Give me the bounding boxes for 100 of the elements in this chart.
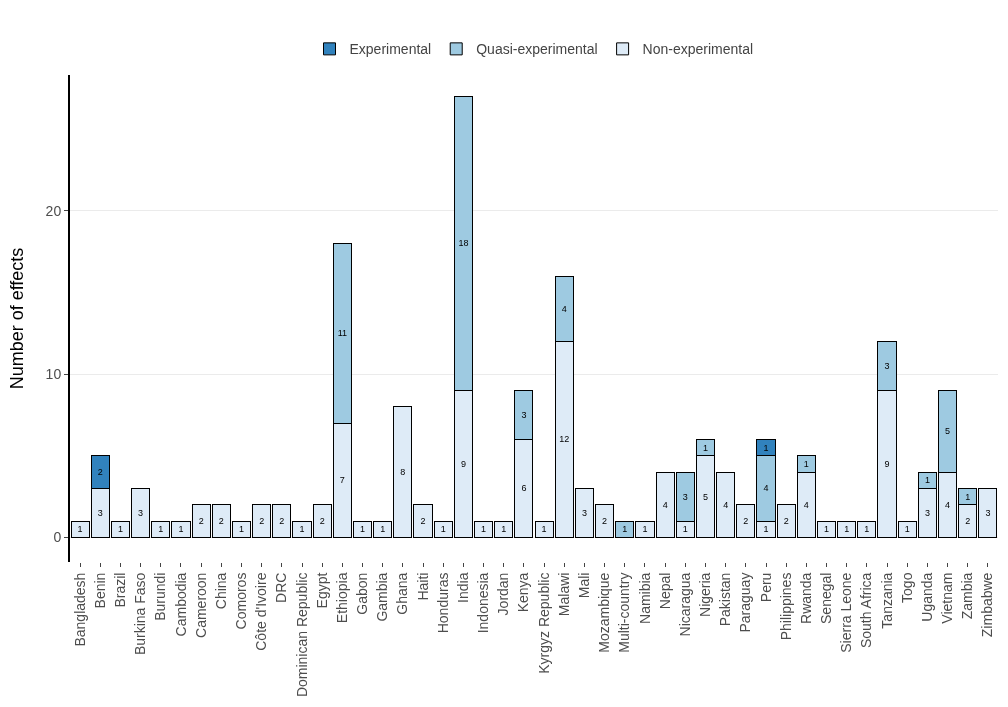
data-label: 1 — [360, 524, 366, 535]
data-label: 3 — [682, 491, 688, 502]
x-tick-label: Indonesia — [475, 572, 492, 634]
data-label: 8 — [400, 467, 406, 478]
x-tick-label: Mozambique — [596, 572, 613, 653]
data-label: 1 — [178, 524, 184, 535]
x-tick-label: Zimbabwe — [979, 572, 996, 638]
data-label: 1 — [642, 524, 648, 535]
data-label: 2 — [279, 516, 285, 527]
data-label: 1 — [622, 524, 628, 535]
x-tick-label: Honduras — [434, 572, 451, 634]
x-tick-label: Malawi — [555, 572, 572, 617]
data-label: 2 — [743, 516, 749, 527]
data-label: 4 — [662, 499, 668, 510]
data-label: 1 — [158, 524, 164, 535]
x-tick-label: Jordan — [495, 572, 512, 616]
x-tick-label: Kyrgyz Republic — [535, 572, 552, 674]
legend-label: Non-experimental — [642, 41, 754, 58]
x-tick-label: Sierra Leone — [838, 572, 855, 653]
y-tick-label: 0 — [53, 529, 62, 546]
data-label: 3 — [138, 507, 144, 518]
x-tick-label: South Africa — [858, 572, 875, 649]
data-label: 1 — [380, 524, 386, 535]
x-tick-label: Vietnam — [939, 572, 956, 624]
x-tick-label: Gambia — [374, 572, 391, 622]
data-label: 1 — [924, 475, 930, 486]
x-tick-label: Multi-country — [616, 572, 633, 653]
x-tick-label: Nepal — [656, 572, 673, 610]
data-label: 2 — [420, 516, 426, 527]
data-label: 1 — [702, 442, 708, 453]
data-label: 3 — [985, 507, 991, 518]
x-tick-label: India — [454, 572, 471, 603]
x-tick-label: Burkina Faso — [132, 572, 149, 656]
x-tick-label: Ghana — [394, 572, 411, 615]
data-label: 1 — [864, 524, 870, 535]
data-label: 1 — [117, 524, 123, 535]
x-tick-label: Rwanda — [797, 572, 814, 624]
x-tick-label: China — [212, 572, 229, 610]
x-tick-label: Zambia — [959, 572, 976, 620]
x-tick-label: Gabon — [354, 572, 371, 615]
x-tick-label: Kenya — [515, 572, 532, 613]
x-tick-label: Peru — [757, 572, 774, 603]
data-label: 2 — [198, 516, 204, 527]
data-label: 7 — [339, 475, 345, 486]
data-label: 3 — [884, 360, 890, 371]
data-label: 2 — [319, 516, 325, 527]
x-tick-label: Cambodia — [172, 572, 189, 637]
data-label: 1 — [844, 524, 850, 535]
data-label: 4 — [763, 483, 769, 494]
data-label: 3 — [97, 507, 103, 518]
data-label: 11 — [337, 328, 348, 339]
data-label: 4 — [561, 303, 567, 314]
data-label: 9 — [460, 458, 466, 469]
data-label: 1 — [481, 524, 487, 535]
x-tick-label: Brazil — [111, 572, 128, 608]
x-tick-label: Senegal — [818, 572, 835, 624]
data-label: 1 — [501, 524, 507, 535]
x-tick-label: Dominican Republic — [293, 572, 310, 698]
x-tick-label: Philippines — [777, 572, 794, 641]
data-label: 9 — [884, 458, 890, 469]
data-label: 4 — [723, 499, 729, 510]
x-tick-label: Côte d'Ivoire — [253, 572, 270, 651]
data-label: 1 — [77, 524, 83, 535]
x-tick-label: Burundi — [152, 572, 169, 621]
data-label: 3 — [581, 507, 587, 518]
data-label: 1 — [541, 524, 547, 535]
legend-label: Experimental — [349, 41, 432, 58]
x-tick-label: Haiti — [414, 572, 431, 601]
data-label: 2 — [783, 516, 789, 527]
data-label: 1 — [238, 524, 244, 535]
x-tick-label: Benin — [91, 572, 108, 609]
data-label: 1 — [763, 524, 769, 535]
data-label: 18 — [458, 238, 469, 249]
data-label: 2 — [218, 516, 224, 527]
y-tick-label: 20 — [45, 202, 62, 219]
data-label: 12 — [559, 434, 570, 445]
data-label: 1 — [440, 524, 446, 535]
data-label: 6 — [521, 483, 527, 494]
y-axis-title: Number of effects — [7, 247, 27, 390]
data-label: 1 — [763, 442, 769, 453]
x-tick-label: Mali — [575, 572, 592, 599]
data-label: 1 — [299, 524, 305, 535]
data-label: 5 — [945, 426, 951, 437]
data-label: 1 — [682, 524, 688, 535]
x-tick-label: Namibia — [636, 572, 653, 624]
data-label: 5 — [702, 491, 708, 502]
data-label: 3 — [521, 409, 527, 420]
x-tick-label: Ethiopia — [333, 572, 350, 624]
data-label: 2 — [259, 516, 265, 527]
x-tick-label: Bangladesh — [71, 572, 88, 647]
data-label: 2 — [602, 516, 608, 527]
x-tick-label: Egypt — [313, 572, 330, 609]
x-tick-label: Nicaragua — [676, 572, 693, 637]
x-tick-label: Togo — [898, 572, 915, 603]
data-label: 4 — [803, 499, 809, 510]
x-tick-label: Comoros — [233, 572, 250, 630]
x-tick-label: Paraguay — [737, 572, 754, 633]
x-tick-label: DRC — [273, 572, 290, 603]
data-label: 1 — [824, 524, 830, 535]
data-label: 2 — [97, 467, 103, 478]
